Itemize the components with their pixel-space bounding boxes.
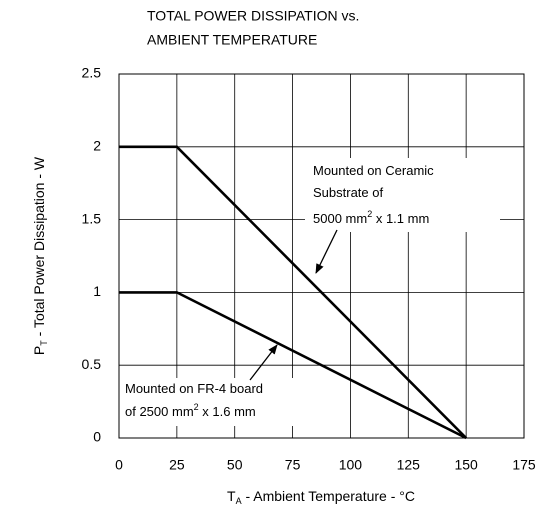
data-line <box>119 291 467 440</box>
x-axis-label-part: - Ambient Temperature - °C <box>242 488 415 504</box>
x-tick-label: 25 <box>169 457 185 473</box>
y-tick-label: 1.5 <box>82 210 102 226</box>
y-tick-label: 1 <box>93 283 101 299</box>
chart-title: AMBIENT TEMPERATURE <box>147 32 317 48</box>
annotation: of 2500 mm2 x 1.6 mm <box>125 402 256 419</box>
y-tick-label: 0.5 <box>82 356 102 372</box>
y-tick-label: 2.5 <box>82 65 102 81</box>
y-axis-label: PT - Total Power Dissipation - W <box>31 156 50 355</box>
x-tick-label: 50 <box>227 457 243 473</box>
annotation: Substrate of <box>313 185 383 200</box>
annotation-part: x 1.1 mm <box>372 211 429 226</box>
x-tick-label: 125 <box>397 457 421 473</box>
x-axis-label: TA - Ambient Temperature - °C <box>227 488 415 507</box>
x-tick-label: 175 <box>512 457 536 473</box>
annotation-part: Mounted on FR-4 board <box>125 381 263 396</box>
annotation: 5000 mm2 x 1.1 mm <box>313 209 429 226</box>
x-tick-label: 150 <box>454 457 478 473</box>
x-axis-label-part: T <box>227 488 236 504</box>
y-axis-label-part: - Total Power Dissipation - W <box>31 156 47 340</box>
annotation-box <box>120 378 330 426</box>
y-axis-label-part: T <box>39 340 49 346</box>
data-line <box>119 145 468 439</box>
y-tick-label: 0 <box>93 429 101 445</box>
annotation-part: Substrate of <box>313 185 383 200</box>
annotation: Mounted on Ceramic <box>313 163 434 178</box>
annotation-box <box>305 158 500 232</box>
annotation-part: 2 <box>367 209 372 219</box>
y-axis-label-part: P <box>31 346 47 355</box>
annotation-arrow <box>315 229 338 274</box>
chart-title: TOTAL POWER DISSIPATION vs. <box>147 8 359 24</box>
y-tick-label: 2 <box>93 138 101 154</box>
x-axis-label-part: A <box>236 496 242 506</box>
annotation-part: 2 <box>194 402 199 412</box>
annotation-part: of 2500 mm <box>125 404 194 419</box>
annotation-part: Mounted on Ceramic <box>313 163 434 178</box>
annotation-arrow <box>249 344 278 381</box>
plot-frame <box>118 73 525 439</box>
annotation: Mounted on FR-4 board <box>125 381 263 396</box>
annotation-part: x 1.6 mm <box>199 404 256 419</box>
annotation-part: 5000 mm <box>313 211 367 226</box>
x-tick-label: 75 <box>285 457 301 473</box>
x-tick-label: 0 <box>115 457 123 473</box>
x-tick-label: 100 <box>339 457 363 473</box>
